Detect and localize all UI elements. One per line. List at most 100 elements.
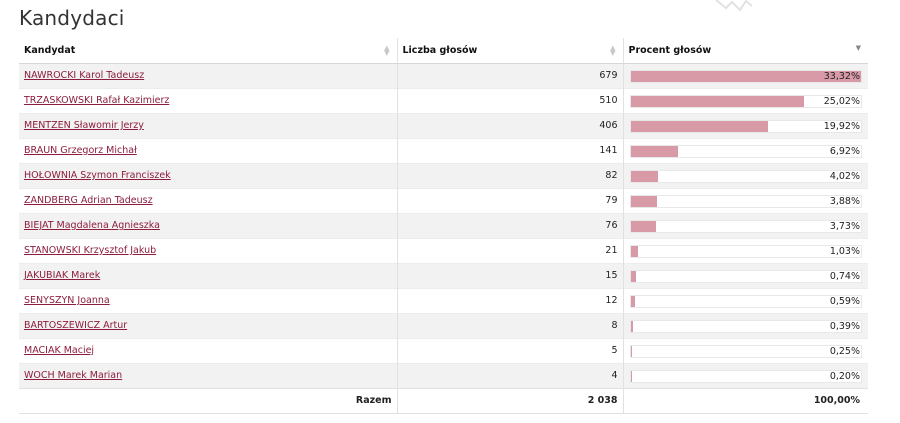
candidate-link[interactable]: MENTZEN Sławomir Jerzy — [24, 120, 144, 131]
candidate-cell: WOCH Marek Marian — [19, 363, 398, 388]
votes-cell: 12 — [397, 288, 624, 313]
table-footer-row: Razem 2 038 100,00% — [19, 387, 868, 414]
candidate-link[interactable]: NAWROCKI Karol Tadeusz — [24, 70, 145, 81]
votes-cell: 76 — [397, 213, 624, 238]
votes-cell: 8 — [397, 313, 624, 338]
votes-cell: 510 — [397, 88, 624, 113]
table-row: STANOWSKI Krzysztof Jakub 21 1,03% — [19, 238, 868, 263]
votes-cell: 679 — [397, 63, 624, 88]
percent-value: 0,59% — [829, 295, 860, 307]
table-row: BIEJAT Magdalena Agnieszka 76 3,73% — [19, 213, 868, 238]
table-header-row: Kandydat ▲ ▼ Liczba głosów ▲ ▼ Procent gło… — [19, 38, 868, 64]
candidate-link[interactable]: BARTOSZEWICZ Artur — [24, 320, 128, 331]
sort-icon: ▲ ▼ — [610, 44, 616, 57]
percent-value: 25,02% — [823, 95, 860, 107]
candidate-cell: STANOWSKI Krzysztof Jakub — [19, 238, 398, 263]
candidate-cell: NAWROCKI Karol Tadeusz — [19, 63, 398, 88]
candidate-cell: MACIAK Maciej — [19, 338, 398, 363]
percent-bar-track — [629, 319, 862, 333]
percent-bar-track — [629, 194, 862, 208]
percent-bar-track — [629, 369, 862, 383]
candidate-link[interactable]: WOCH Marek Marian — [24, 370, 123, 381]
votes-cell: 15 — [397, 263, 624, 288]
percent-value: 19,92% — [823, 120, 860, 132]
votes-cell: 21 — [397, 238, 624, 263]
decorative-graphic — [712, 0, 756, 12]
percent-value: 0,74% — [829, 270, 860, 282]
percent-value: 6,92% — [829, 145, 860, 157]
percent-bar-fill — [630, 95, 804, 107]
sort-icon: ▲ ▼ — [384, 44, 390, 57]
percent-cell: 0,59% — [623, 288, 868, 313]
percent-bar-track — [629, 244, 862, 258]
table-row: BRAUN Grzegorz Michał 141 6,92% — [19, 138, 868, 163]
percent-bar-track — [629, 169, 862, 183]
percent-bar-track — [629, 69, 862, 83]
candidate-link[interactable]: SENYSZYN Joanna — [24, 295, 110, 306]
percent-cell: 3,73% — [623, 213, 868, 238]
candidate-link[interactable]: BIEJAT Magdalena Agnieszka — [24, 220, 160, 231]
percent-bar-track — [629, 344, 862, 358]
votes-cell: 4 — [397, 363, 624, 388]
percent-bar-fill — [630, 320, 634, 332]
candidate-cell: ZANDBERG Adrian Tadeusz — [19, 188, 398, 213]
table-row: WOCH Marek Marian 4 0,20% — [19, 363, 868, 388]
sort-descending-icon: ▼ — [855, 44, 861, 52]
percent-bar-fill — [630, 70, 861, 82]
column-header-votes[interactable]: Liczba głosów ▲ ▼ — [397, 38, 624, 64]
percent-bar-fill — [630, 345, 633, 357]
table-row: MENTZEN Sławomir Jerzy 406 19,92% — [19, 113, 868, 138]
percent-cell: 0,20% — [623, 363, 868, 388]
percent-cell: 4,02% — [623, 163, 868, 188]
column-header-percent[interactable]: Procent głosów ▼ — [623, 38, 868, 64]
percent-bar-fill — [630, 120, 769, 132]
percent-value: 0,20% — [829, 370, 860, 382]
candidate-cell: BARTOSZEWICZ Artur — [19, 313, 398, 338]
percent-value: 4,02% — [829, 170, 860, 182]
candidate-link[interactable]: ZANDBERG Adrian Tadeusz — [24, 195, 153, 206]
table-row: HOŁOWNIA Szymon Franciszek 82 4,02% — [19, 163, 868, 188]
votes-cell: 79 — [397, 188, 624, 213]
percent-bar-fill — [630, 295, 635, 307]
table-row: NAWROCKI Karol Tadeusz 679 33,32% — [19, 63, 868, 88]
page-title: Kandydaci — [19, 6, 125, 30]
column-header-label: Procent głosów — [628, 44, 712, 56]
candidate-cell: MENTZEN Sławomir Jerzy — [19, 113, 398, 138]
percent-bar-fill — [630, 370, 632, 382]
votes-cell: 82 — [397, 163, 624, 188]
percent-bar-fill — [630, 145, 679, 157]
percent-bar-fill — [630, 245, 638, 257]
candidate-link[interactable]: TRZASKOWSKI Rafał Kazimierz — [24, 95, 170, 106]
candidate-link[interactable]: HOŁOWNIA Szymon Franciszek — [24, 170, 171, 181]
table-row: MACIAK Maciej 5 0,25% — [19, 338, 868, 363]
candidate-cell: HOŁOWNIA Szymon Franciszek — [19, 163, 398, 188]
percent-value: 0,39% — [829, 320, 860, 332]
table-row: JAKUBIAK Marek 15 0,74% — [19, 263, 868, 288]
column-header-label: Liczba głosów — [402, 44, 478, 56]
percent-value: 3,73% — [829, 220, 860, 232]
column-header-candidate[interactable]: Kandydat ▲ ▼ — [19, 38, 398, 64]
percent-bar-fill — [630, 220, 657, 232]
table-row: SENYSZYN Joanna 12 0,59% — [19, 288, 868, 313]
percent-bar-track — [629, 219, 862, 233]
candidates-table: Kandydat ▲ ▼ Liczba głosów ▲ ▼ Procent gło… — [19, 38, 868, 414]
percent-cell: 0,25% — [623, 338, 868, 363]
table-row: BARTOSZEWICZ Artur 8 0,39% — [19, 313, 868, 338]
percent-bar-track — [629, 94, 862, 108]
candidate-cell: BRAUN Grzegorz Michał — [19, 138, 398, 163]
votes-cell: 5 — [397, 338, 624, 363]
percent-bar-track — [629, 119, 862, 133]
candidate-link[interactable]: MACIAK Maciej — [24, 345, 95, 356]
total-votes: 2 038 — [397, 387, 624, 414]
percent-bar-track — [629, 269, 862, 283]
candidate-link[interactable]: BRAUN Grzegorz Michał — [24, 145, 137, 156]
candidate-cell: JAKUBIAK Marek — [19, 263, 398, 288]
candidate-link[interactable]: JAKUBIAK Marek — [24, 270, 101, 281]
candidate-cell: SENYSZYN Joanna — [19, 288, 398, 313]
percent-bar-fill — [630, 270, 636, 282]
votes-cell: 141 — [397, 138, 624, 163]
total-label: Razem — [19, 387, 398, 414]
percent-cell: 19,92% — [623, 113, 868, 138]
candidate-link[interactable]: STANOWSKI Krzysztof Jakub — [24, 245, 157, 256]
